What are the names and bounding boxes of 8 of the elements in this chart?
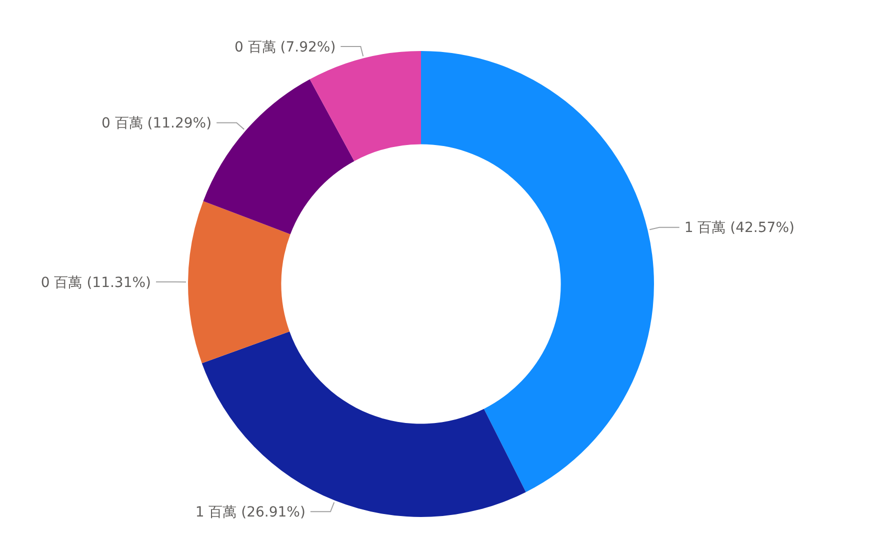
donut-slice [421,51,654,492]
donut-slice [188,201,290,364]
data-label: 0 百萬 (7.92%) [234,39,336,56]
data-label: 1 百萬 (42.57%) [684,220,794,236]
data-label: 0 百萬 (11.31%) [40,274,152,291]
data-label: 0 百萬 (11.29%) [101,116,212,132]
donut-slice [202,332,526,517]
data-label: 1 百萬 (26.91%) [195,504,306,521]
